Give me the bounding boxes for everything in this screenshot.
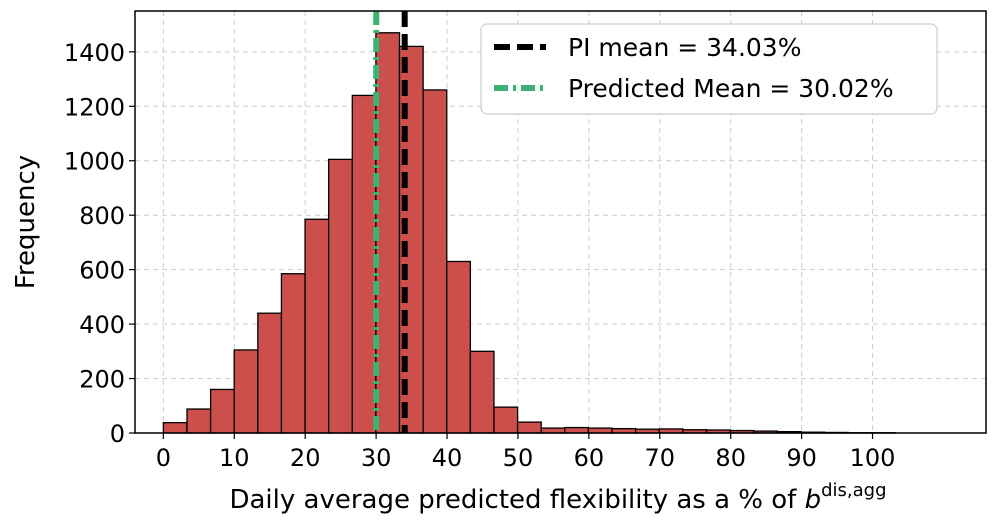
y-tick-label: 0 <box>110 420 125 448</box>
x-axis-label-text: Daily average predicted flexibility as a… <box>229 485 804 515</box>
x-tick-label: 30 <box>361 444 392 472</box>
histogram-bar <box>446 260 472 434</box>
y-tick-label: 1000 <box>64 148 125 176</box>
histogram-bar <box>328 158 353 434</box>
bars <box>162 32 897 434</box>
y-tick-label: 200 <box>79 366 125 394</box>
legend-label-predicted-mean: Predicted Mean = 30.02% <box>568 74 894 103</box>
x-tick-label: 60 <box>574 444 605 472</box>
histogram-bar <box>233 349 259 434</box>
x-axis-label-symbol: b <box>805 485 822 515</box>
y-axis-label: Frequency <box>11 155 41 289</box>
histogram-bar <box>257 312 283 434</box>
histogram-bar <box>422 89 448 434</box>
y-tick-label: 1400 <box>64 39 125 67</box>
y-tick-label: 400 <box>79 311 125 339</box>
histogram-bar <box>493 406 519 434</box>
histogram-bar <box>469 350 495 434</box>
legend-box <box>480 23 938 115</box>
histogram-bar <box>162 422 188 434</box>
histogram-bar <box>351 94 377 434</box>
y-axis-ticks: 0 200 400 600 800 1000 1200 1400 <box>64 39 135 448</box>
x-tick-label: 0 <box>156 444 171 472</box>
x-tick-label: 50 <box>503 444 534 472</box>
histogram-bar <box>304 218 330 434</box>
x-tick-label: 40 <box>432 444 463 472</box>
y-tick-label: 800 <box>79 202 125 230</box>
histogram-bar <box>280 273 306 434</box>
histogram-bar <box>209 388 235 434</box>
histogram-bar <box>516 421 542 434</box>
histogram-bar <box>564 426 590 434</box>
y-tick-label: 600 <box>79 257 125 285</box>
x-axis-label-superscript: dis,agg <box>821 480 886 501</box>
x-tick-label: 90 <box>786 444 817 472</box>
x-tick-label: 80 <box>715 444 746 472</box>
y-tick-label: 1200 <box>64 93 125 121</box>
mean-lines <box>373 11 408 433</box>
legend-label-pi-mean: PI mean = 34.03% <box>568 33 801 62</box>
plot-frame <box>134 10 987 434</box>
x-tick-label: 100 <box>850 444 896 472</box>
x-axis-label: Daily average predicted flexibility as a… <box>229 480 886 515</box>
histogram-bar <box>375 32 401 434</box>
x-axis-ticks: 0 10 20 30 40 50 60 70 80 90 100 <box>156 433 896 472</box>
legend: PI mean = 34.03% Predicted Mean = 30.02% <box>480 23 938 115</box>
x-tick-label: 10 <box>219 444 250 472</box>
histogram-bar <box>186 408 212 434</box>
x-tick-label: 70 <box>645 444 676 472</box>
x-tick-label: 20 <box>290 444 321 472</box>
